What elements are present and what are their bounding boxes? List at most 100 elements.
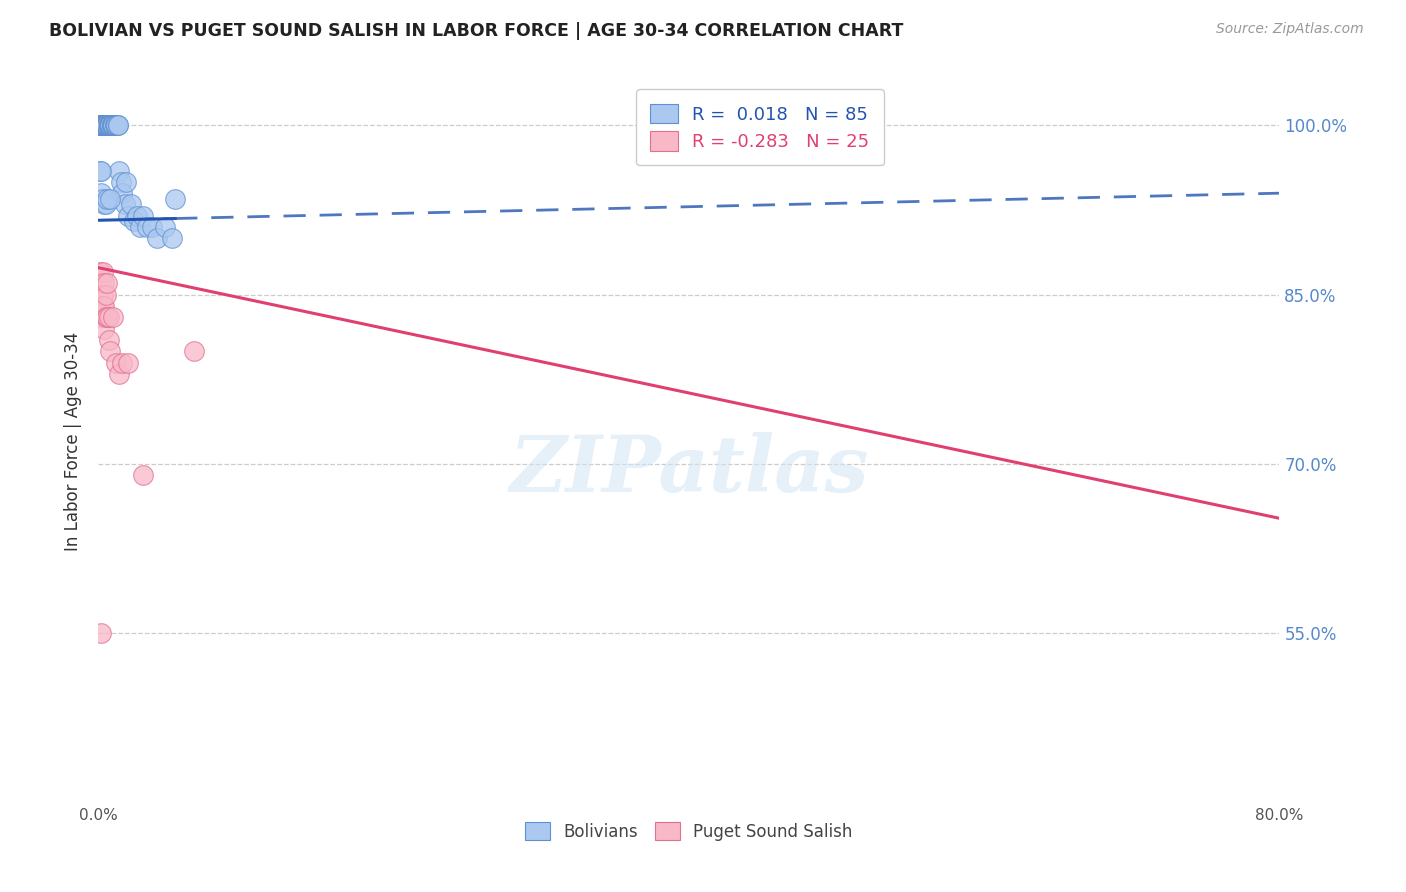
- Point: [96, 119, 118, 133]
- Point: [107, 119, 129, 133]
- Point: [132, 468, 155, 483]
- Point: [110, 175, 132, 189]
- Point: [96, 119, 118, 133]
- Point: [120, 197, 142, 211]
- Point: [122, 214, 145, 228]
- Point: [90, 186, 112, 201]
- Point: [93, 299, 115, 313]
- Point: [89, 265, 111, 279]
- Point: [108, 367, 131, 381]
- Point: [98, 119, 121, 133]
- Point: [103, 119, 125, 133]
- Point: [104, 119, 127, 133]
- Point: [128, 220, 150, 235]
- Point: [97, 119, 120, 133]
- Point: [183, 344, 205, 359]
- Text: Source: ZipAtlas.com: Source: ZipAtlas.com: [1216, 22, 1364, 37]
- Point: [93, 119, 115, 133]
- Point: [93, 119, 115, 133]
- Point: [90, 119, 112, 133]
- Point: [94, 119, 117, 133]
- Point: [162, 231, 183, 245]
- Point: [91, 192, 114, 206]
- Point: [97, 333, 120, 347]
- Point: [93, 119, 115, 133]
- Legend: Bolivians, Puget Sound Salish: Bolivians, Puget Sound Salish: [513, 811, 865, 852]
- Point: [125, 209, 148, 223]
- Point: [89, 119, 111, 133]
- Point: [91, 119, 114, 133]
- Point: [93, 119, 115, 133]
- Point: [97, 119, 120, 133]
- Point: [96, 119, 118, 133]
- Point: [94, 119, 117, 133]
- Point: [90, 119, 112, 133]
- Point: [97, 119, 120, 133]
- Point: [93, 277, 115, 291]
- Point: [94, 197, 117, 211]
- Point: [96, 277, 118, 291]
- Point: [100, 119, 122, 133]
- Point: [91, 119, 114, 133]
- Point: [94, 119, 117, 133]
- Point: [89, 119, 111, 133]
- Point: [93, 321, 115, 335]
- Point: [115, 175, 138, 189]
- Point: [103, 119, 125, 133]
- Point: [97, 310, 120, 325]
- Point: [89, 119, 111, 133]
- Point: [107, 119, 129, 133]
- Point: [97, 119, 120, 133]
- Point: [117, 355, 139, 369]
- Text: BOLIVIAN VS PUGET SOUND SALISH IN LABOR FORCE | AGE 30-34 CORRELATION CHART: BOLIVIAN VS PUGET SOUND SALISH IN LABOR …: [49, 22, 904, 40]
- Point: [91, 119, 114, 133]
- Point: [111, 186, 134, 201]
- Point: [100, 119, 122, 133]
- Point: [100, 119, 122, 133]
- Point: [90, 310, 112, 325]
- Point: [96, 119, 118, 133]
- Point: [96, 119, 118, 133]
- Point: [103, 310, 125, 325]
- Point: [90, 119, 112, 133]
- Point: [90, 119, 112, 133]
- Point: [153, 220, 176, 235]
- Point: [98, 119, 121, 133]
- Point: [105, 119, 128, 133]
- Point: [98, 119, 121, 133]
- Point: [91, 119, 114, 133]
- Y-axis label: In Labor Force | Age 30-34: In Labor Force | Age 30-34: [65, 332, 83, 551]
- Point: [97, 119, 120, 133]
- Point: [103, 119, 125, 133]
- Point: [91, 119, 114, 133]
- Point: [141, 220, 163, 235]
- Point: [96, 310, 118, 325]
- Point: [94, 287, 117, 301]
- Point: [114, 197, 136, 211]
- Point: [117, 209, 139, 223]
- Point: [94, 119, 117, 133]
- Point: [93, 197, 115, 211]
- Point: [91, 287, 114, 301]
- Point: [91, 119, 114, 133]
- Point: [97, 119, 120, 133]
- Point: [105, 119, 128, 133]
- Point: [96, 119, 118, 133]
- Point: [94, 119, 117, 133]
- Point: [105, 355, 128, 369]
- Point: [94, 119, 117, 133]
- Point: [94, 310, 117, 325]
- Point: [93, 119, 115, 133]
- Point: [94, 119, 117, 133]
- Text: ZIPatlas: ZIPatlas: [509, 433, 869, 508]
- Point: [98, 192, 121, 206]
- Point: [98, 344, 121, 359]
- Point: [93, 119, 115, 133]
- Point: [91, 119, 114, 133]
- Point: [90, 277, 112, 291]
- Point: [90, 163, 112, 178]
- Point: [96, 192, 118, 206]
- Point: [111, 355, 134, 369]
- Point: [91, 299, 114, 313]
- Point: [100, 119, 122, 133]
